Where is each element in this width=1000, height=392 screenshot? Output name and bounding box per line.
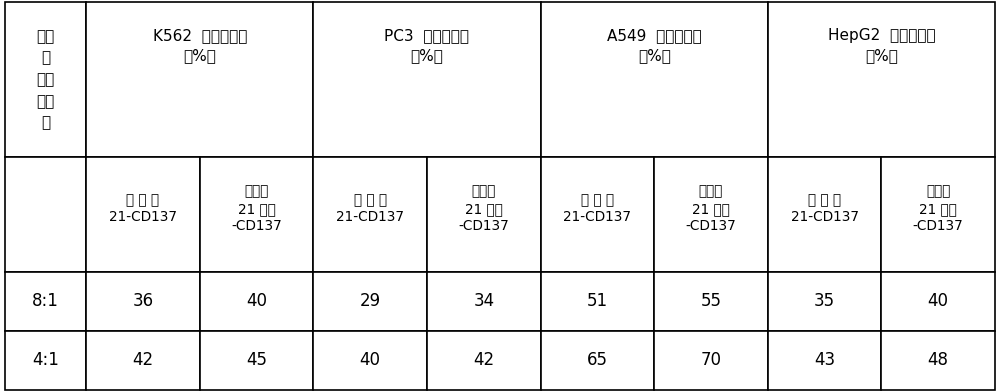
Bar [427, 331, 541, 390]
Text: 36: 36 [132, 292, 154, 310]
Text: 65: 65 [587, 352, 608, 369]
Text: HepG2  细胞存活率
（%）: HepG2 细胞存活率 （%） [828, 28, 935, 63]
Bar [313, 331, 427, 390]
Text: 40: 40 [246, 292, 267, 310]
Bar [654, 272, 768, 331]
Bar [768, 157, 881, 272]
Text: 4:1: 4:1 [32, 352, 59, 369]
Text: 白 介 素
21-CD137: 白 介 素 21-CD137 [336, 193, 404, 224]
Text: 8:1: 8:1 [32, 292, 59, 310]
Bar [541, 331, 654, 390]
Bar [881, 331, 995, 390]
Bar [200, 157, 313, 272]
Bar [541, 272, 654, 331]
Text: 42: 42 [473, 352, 494, 369]
Text: 白 介 素
21-CD137: 白 介 素 21-CD137 [109, 193, 177, 224]
Bar [541, 157, 654, 272]
Bar [881, 157, 995, 272]
Bar [313, 2, 541, 157]
Bar [427, 272, 541, 331]
Text: 白介素
21 片段
-CD137: 白介素 21 片段 -CD137 [686, 184, 736, 233]
Text: 白介素
21 片段
-CD137: 白介素 21 片段 -CD137 [458, 184, 509, 233]
Bar [5, 157, 86, 272]
Text: 白介素
21 片段
-CD137: 白介素 21 片段 -CD137 [231, 184, 282, 233]
Text: A549  细胞存活率
（%）: A549 细胞存活率 （%） [607, 28, 702, 63]
Bar [86, 272, 200, 331]
Text: 35: 35 [814, 292, 835, 310]
Bar [654, 331, 768, 390]
Text: 55: 55 [700, 292, 721, 310]
Bar [5, 2, 86, 157]
Bar [86, 157, 200, 272]
Text: 白介素
21 片段
-CD137: 白介素 21 片段 -CD137 [913, 184, 964, 233]
Bar [313, 272, 427, 331]
Bar [768, 272, 881, 331]
Text: 45: 45 [246, 352, 267, 369]
Bar [200, 272, 313, 331]
Text: 40: 40 [360, 352, 381, 369]
Text: 40: 40 [928, 292, 949, 310]
Bar [768, 331, 881, 390]
Bar [86, 2, 313, 157]
Text: 白 介 素
21-CD137: 白 介 素 21-CD137 [791, 193, 859, 224]
Text: 29: 29 [360, 292, 381, 310]
Text: 43: 43 [814, 352, 835, 369]
Text: 白 介 素
21-CD137: 白 介 素 21-CD137 [563, 193, 631, 224]
Bar [200, 331, 313, 390]
Text: 34: 34 [473, 292, 494, 310]
Text: 70: 70 [700, 352, 721, 369]
Text: K562  细胞存活率
（%）: K562 细胞存活率 （%） [153, 28, 247, 63]
Text: 51: 51 [587, 292, 608, 310]
Bar [768, 2, 995, 157]
Text: 48: 48 [928, 352, 949, 369]
Text: PC3  细胞存活率
（%）: PC3 细胞存活率 （%） [384, 28, 469, 63]
Text: 42: 42 [132, 352, 154, 369]
Text: 效应
细
胞：
靶细
胞: 效应 细 胞： 靶细 胞 [36, 29, 55, 130]
Bar [881, 272, 995, 331]
Bar [86, 331, 200, 390]
Bar [313, 157, 427, 272]
Bar [5, 272, 86, 331]
Bar [427, 157, 541, 272]
Bar [5, 331, 86, 390]
Bar [654, 157, 768, 272]
Bar [541, 2, 768, 157]
